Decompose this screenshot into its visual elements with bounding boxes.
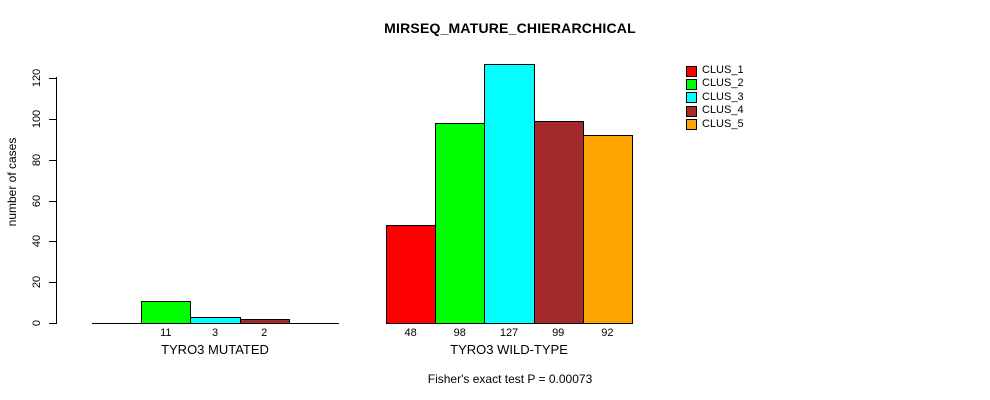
legend-label-CLUS_2: CLUS_2 [702, 77, 744, 90]
bar-CLUS_4 [239, 318, 290, 324]
chart-title: MIRSEQ_MATURE_CHIERARCHICAL [384, 20, 636, 36]
bar-value-label-CLUS_3: 127 [499, 327, 519, 339]
bar-value-label-CLUS_4: 2 [261, 327, 268, 339]
y-axis-tick-label: 100 [31, 109, 43, 129]
y-axis-tick [49, 241, 56, 243]
y-axis-tick-label: 20 [31, 276, 43, 289]
legend-swatch-CLUS_2 [686, 78, 697, 90]
bar-CLUS_3 [190, 316, 241, 324]
y-axis-tick [49, 282, 56, 284]
y-axis-tick-label: 60 [31, 194, 43, 207]
y-axis-tick [49, 159, 56, 161]
group-label-tyro3-wild-type: TYRO3 WILD-TYPE [450, 342, 568, 357]
legend-label-CLUS_3: CLUS_3 [702, 90, 744, 103]
group-label-tyro3-mutated: TYRO3 MUTATED [161, 342, 269, 357]
bar-CLUS_1 [386, 225, 437, 324]
legend-swatch-CLUS_3 [686, 92, 697, 104]
legend-swatch-CLUS_5 [686, 119, 697, 131]
y-axis-tick-label: 120 [31, 68, 43, 88]
y-axis-label: number of cases [5, 137, 19, 227]
bar-CLUS_2 [141, 300, 192, 324]
bar-CLUS_3 [484, 63, 535, 324]
y-axis-tick-label: 40 [31, 235, 43, 248]
y-axis-tick [49, 118, 56, 120]
y-axis-line [56, 77, 57, 324]
bar-CLUS_2 [435, 122, 486, 324]
y-axis-tick [49, 200, 56, 202]
bar-value-label-CLUS_5: 92 [601, 327, 614, 339]
bar-value-label-CLUS_2: 98 [453, 327, 466, 339]
bar-CLUS_5 [582, 135, 633, 324]
legend-label-CLUS_5: CLUS_5 [702, 117, 744, 130]
y-axis-tick [49, 78, 56, 79]
bar-value-label-CLUS_2: 11 [160, 327, 172, 339]
bar-value-label-CLUS_1: 48 [404, 327, 417, 339]
bar-CLUS_4 [533, 120, 584, 324]
legend-label-CLUS_1: CLUS_1 [702, 64, 744, 76]
legend-swatch-CLUS_1 [686, 65, 697, 77]
y-axis-tick-label: 80 [31, 153, 43, 166]
y-axis-tick-label: 0 [31, 319, 43, 327]
legend-swatch-CLUS_4 [686, 105, 697, 117]
bar-value-label-CLUS_4: 99 [552, 327, 565, 339]
legend-label-CLUS_4: CLUS_4 [702, 104, 744, 117]
fisher-test-note: Fisher's exact test P = 0.00073 [427, 372, 593, 386]
bar-value-label-CLUS_3: 3 [211, 327, 219, 339]
y-axis-tick [49, 323, 56, 324]
